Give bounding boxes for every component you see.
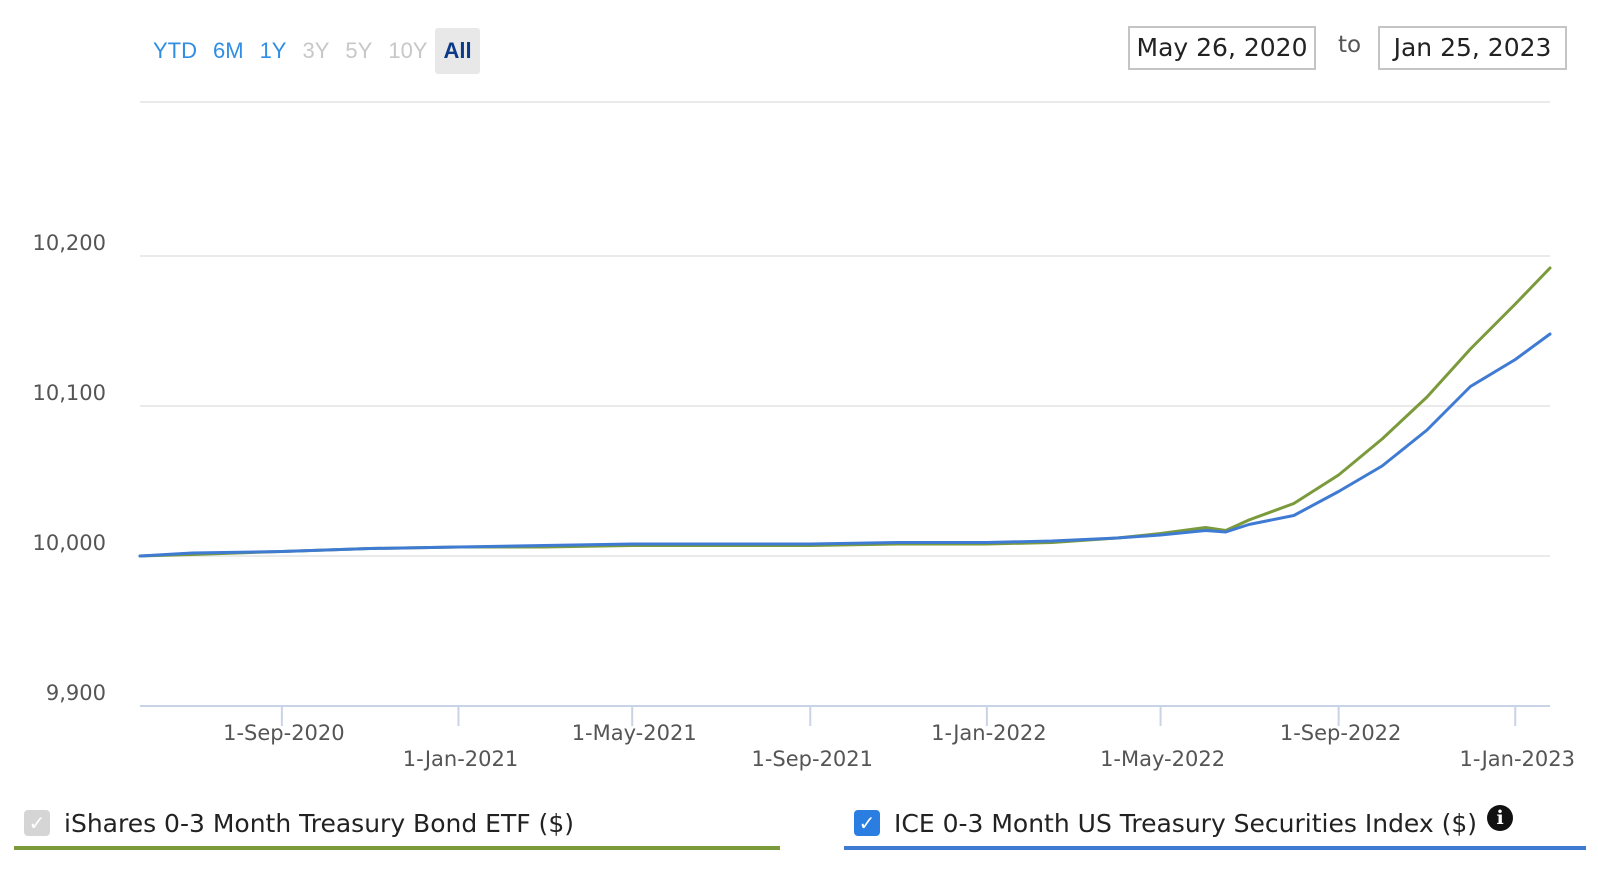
- x-axis: [140, 705, 1550, 726]
- legend-item-index[interactable]: ✓ ICE 0-3 Month US Treasury Securities I…: [844, 800, 1586, 850]
- x-tick-label: 1-Jan-2022: [931, 721, 1047, 745]
- grid-lines: [140, 101, 1550, 557]
- range-selector: YTD 6M 1Y 3Y 5Y 10Y All: [145, 26, 480, 76]
- x-tick-label: 1-May-2021: [572, 721, 697, 745]
- date-from-input[interactable]: May 26, 2020: [1128, 26, 1316, 70]
- checkmark-icon: ✓: [858, 811, 876, 835]
- checkmark-icon: ✓: [28, 811, 46, 835]
- y-tick-label: 10,100: [33, 381, 106, 405]
- range-button-all[interactable]: All: [435, 28, 480, 74]
- line-chart: 9,900 10,000 10,100 10,200 1-Sep-2020 1-Jan-…: [33, 101, 1575, 771]
- date-to-input[interactable]: Jan 25, 2023: [1378, 26, 1567, 70]
- series-line-etf: [138, 266, 1552, 558]
- x-tick-label: 1-Jan-2023: [1460, 747, 1576, 771]
- series-lines: [138, 266, 1552, 558]
- y-tick-label: 10,000: [33, 531, 106, 555]
- range-button-3y: 3Y: [302, 38, 330, 63]
- etf-checkbox[interactable]: ✓: [24, 810, 50, 836]
- y-tick-label: 9,900: [46, 681, 106, 705]
- date-range-separator: to: [1338, 32, 1362, 58]
- legend-item-etf[interactable]: ✓ iShares 0-3 Month Treasury Bond ETF ($…: [14, 800, 780, 850]
- y-tick-label: 10,200: [33, 231, 106, 255]
- y-axis-labels: 9,900 10,000 10,100 10,200: [33, 231, 106, 705]
- x-tick-label: 1-Sep-2022: [1280, 721, 1402, 745]
- x-tick-label: 1-Jan-2021: [403, 747, 519, 771]
- x-axis-labels: 1-Sep-2020 1-Jan-2021 1-May-2021 1-Sep-2021…: [223, 721, 1575, 771]
- info-icon[interactable]: i: [1487, 805, 1514, 831]
- x-tick-label: 1-Sep-2021: [751, 747, 873, 771]
- legend-label-etf: iShares 0-3 Month Treasury Bond ETF ($): [64, 808, 574, 838]
- series-line-index: [138, 332, 1552, 558]
- range-button-1y[interactable]: 1Y: [259, 38, 287, 63]
- range-button-5y: 5Y: [345, 38, 373, 63]
- range-button-ytd[interactable]: YTD: [153, 38, 197, 63]
- range-button-10y: 10Y: [388, 38, 428, 63]
- range-button-6m[interactable]: 6M: [213, 38, 244, 63]
- index-checkbox[interactable]: ✓: [854, 810, 880, 836]
- legend-label-index: ICE 0-3 Month US Treasury Securities Ind…: [894, 808, 1478, 838]
- x-tick-label: 1-Sep-2020: [223, 721, 345, 745]
- x-tick-label: 1-May-2022: [1100, 747, 1225, 771]
